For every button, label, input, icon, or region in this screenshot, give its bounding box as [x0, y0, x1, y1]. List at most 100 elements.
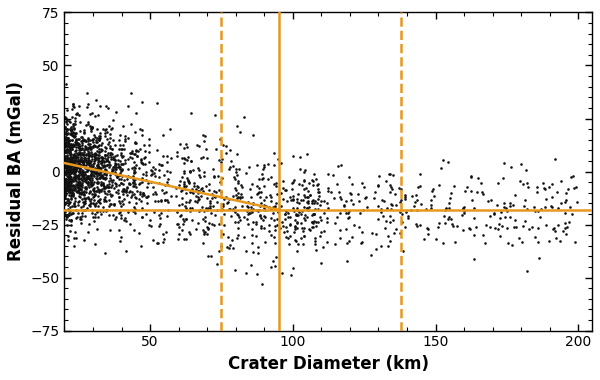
Point: [65, 192, 74, 198]
Point: [109, 157, 118, 163]
Point: [102, 162, 112, 168]
Point: [62, 135, 72, 141]
Point: [565, 204, 574, 210]
Point: [245, 186, 255, 192]
Point: [69, 163, 79, 169]
Point: [62, 107, 72, 113]
Point: [64, 176, 74, 182]
Point: [329, 195, 339, 201]
Point: [94, 137, 104, 143]
Point: [137, 155, 146, 162]
Point: [293, 191, 303, 197]
Point: [176, 188, 186, 194]
Point: [154, 161, 164, 167]
Point: [290, 217, 299, 223]
Point: [89, 192, 98, 198]
Point: [65, 152, 75, 158]
Point: [67, 163, 77, 169]
Point: [278, 223, 287, 230]
Point: [130, 165, 140, 171]
Point: [487, 197, 496, 203]
Point: [308, 197, 318, 203]
Point: [218, 231, 228, 237]
Point: [137, 214, 147, 220]
Point: [247, 207, 256, 213]
Point: [77, 150, 87, 157]
Point: [92, 226, 101, 232]
Point: [85, 163, 95, 169]
Point: [160, 182, 170, 188]
Point: [79, 192, 89, 198]
Point: [71, 155, 80, 162]
Point: [204, 220, 214, 226]
Point: [263, 161, 273, 167]
Point: [265, 192, 275, 198]
Point: [64, 137, 73, 143]
Point: [82, 174, 92, 180]
Point: [204, 180, 214, 187]
Point: [570, 239, 580, 245]
Point: [65, 165, 74, 171]
Point: [508, 202, 517, 208]
Point: [103, 184, 112, 190]
Point: [70, 133, 80, 139]
Point: [563, 187, 573, 193]
Point: [129, 208, 139, 214]
Point: [146, 172, 156, 178]
Point: [63, 202, 73, 208]
Point: [61, 149, 70, 155]
Point: [359, 207, 368, 213]
Point: [128, 150, 137, 157]
Point: [93, 161, 103, 167]
Point: [311, 219, 320, 225]
Point: [230, 218, 240, 225]
Point: [92, 184, 101, 190]
Point: [248, 231, 257, 238]
Point: [80, 138, 90, 144]
Point: [292, 207, 301, 213]
Point: [236, 190, 246, 196]
Point: [104, 181, 113, 187]
Point: [130, 181, 140, 187]
Point: [302, 214, 312, 220]
Point: [153, 241, 163, 247]
Point: [520, 197, 529, 203]
Point: [84, 153, 94, 159]
Point: [217, 206, 227, 212]
Point: [61, 177, 70, 184]
Point: [104, 158, 113, 165]
Point: [171, 185, 181, 191]
Point: [106, 150, 115, 156]
Point: [86, 168, 96, 174]
Point: [62, 117, 72, 123]
Point: [182, 236, 191, 242]
Point: [410, 199, 419, 205]
Point: [66, 163, 76, 169]
Point: [91, 203, 100, 209]
Point: [70, 121, 80, 127]
Point: [131, 147, 141, 153]
Point: [195, 174, 205, 180]
Point: [141, 177, 151, 183]
Point: [259, 205, 269, 211]
Point: [92, 180, 102, 186]
Point: [81, 189, 91, 195]
Point: [67, 150, 76, 157]
Point: [99, 183, 109, 189]
Point: [95, 169, 104, 175]
Point: [74, 158, 84, 164]
Point: [270, 227, 280, 233]
Point: [322, 219, 332, 225]
Point: [132, 187, 142, 193]
Point: [94, 157, 103, 163]
Point: [79, 199, 89, 205]
Point: [136, 198, 146, 204]
Point: [304, 200, 313, 206]
Point: [197, 193, 206, 199]
Point: [506, 203, 515, 209]
Point: [274, 157, 283, 163]
Point: [61, 141, 70, 147]
Point: [119, 185, 128, 192]
Point: [64, 186, 74, 192]
Point: [134, 230, 144, 236]
